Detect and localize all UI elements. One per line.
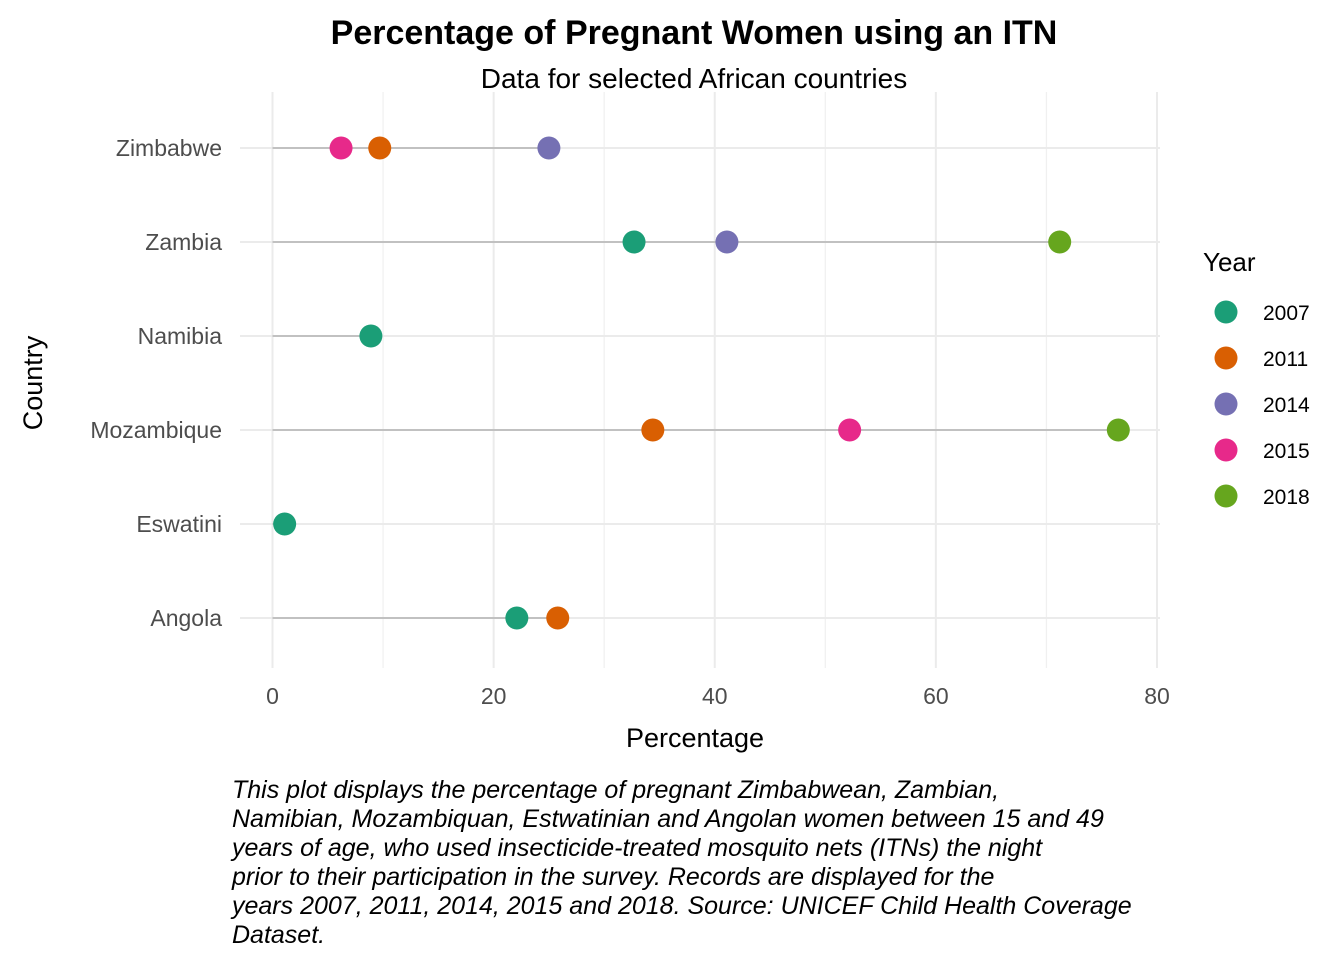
range-segments	[272, 147, 1119, 619]
legend-key-2018	[1214, 484, 1238, 508]
point-zimbabwe-2011	[368, 136, 392, 160]
x-tick-label: 0	[266, 683, 279, 709]
chart-caption: This plot displays the percentage of pre…	[232, 776, 1232, 950]
point-mozambique-2015	[838, 418, 862, 442]
chart-subtitle: Data for selected African countries	[481, 63, 907, 94]
point-angola-2011	[546, 606, 570, 630]
legend-title: Year	[1203, 247, 1256, 277]
legend: Year 2007 2011 2014 2015 2018	[1203, 247, 1310, 509]
x-tick-label: 40	[702, 683, 728, 709]
y-axis-title: Country	[18, 335, 48, 430]
chart-title: Percentage of Pregnant Women using an IT…	[331, 14, 1058, 52]
legend-label-2015: 2015	[1263, 440, 1310, 463]
legend-label-2011: 2011	[1263, 348, 1308, 371]
x-tick-label: 80	[1144, 683, 1170, 709]
y-tick-label: Angola	[150, 605, 222, 631]
point-mozambique-2011	[641, 418, 665, 442]
legend-key-2011	[1214, 346, 1238, 370]
point-angola-2007	[505, 606, 529, 630]
legend-label-2018: 2018	[1263, 486, 1310, 509]
caption-line: This plot displays the percentage of pre…	[232, 776, 1000, 804]
legend-key-2007	[1214, 300, 1238, 324]
legend-key-2014	[1214, 392, 1238, 416]
point-eswatini-2007	[273, 512, 297, 536]
y-tick-label: Zimbabwe	[116, 135, 222, 161]
y-axis-ticks: Zimbabwe Zambia Namibia Mozambique Eswatini A…	[90, 135, 222, 631]
grid-lines	[240, 92, 1160, 668]
y-tick-label: Zambia	[145, 229, 222, 255]
dot-plot-chart: Percentage of Pregnant Women using an IT…	[18, 14, 1310, 753]
point-zambia-2014	[715, 230, 739, 254]
point-zambia-2018	[1048, 230, 1072, 254]
data-points	[273, 136, 1130, 630]
y-tick-label: Mozambique	[90, 417, 222, 443]
legend-label-2014: 2014	[1263, 394, 1310, 417]
x-axis-ticks: 0 20 40 60 80	[266, 683, 1170, 709]
y-tick-label: Namibia	[138, 323, 223, 349]
point-mozambique-2018	[1106, 418, 1130, 442]
caption-line: Namibian, Mozambiquan, Estwatinian and A…	[232, 805, 1104, 833]
legend-label-2007: 2007	[1263, 302, 1310, 325]
x-tick-label: 20	[481, 683, 507, 709]
y-tick-label: Eswatini	[136, 511, 222, 537]
x-tick-label: 60	[923, 683, 949, 709]
caption-line: prior to their participation in the surv…	[232, 863, 995, 891]
caption-line: years 2007, 2011, 2014, 2015 and 2018. S…	[232, 892, 1132, 920]
point-namibia-2007	[359, 324, 383, 348]
point-zambia-2007	[622, 230, 646, 254]
caption-line: Dataset.	[232, 921, 326, 949]
caption-line: years of age, who used insecticide-treat…	[232, 834, 1043, 862]
point-zimbabwe-2015	[329, 136, 353, 160]
x-axis-title: Percentage	[626, 723, 764, 753]
point-zimbabwe-2014	[537, 136, 561, 160]
legend-key-2015	[1214, 438, 1238, 462]
